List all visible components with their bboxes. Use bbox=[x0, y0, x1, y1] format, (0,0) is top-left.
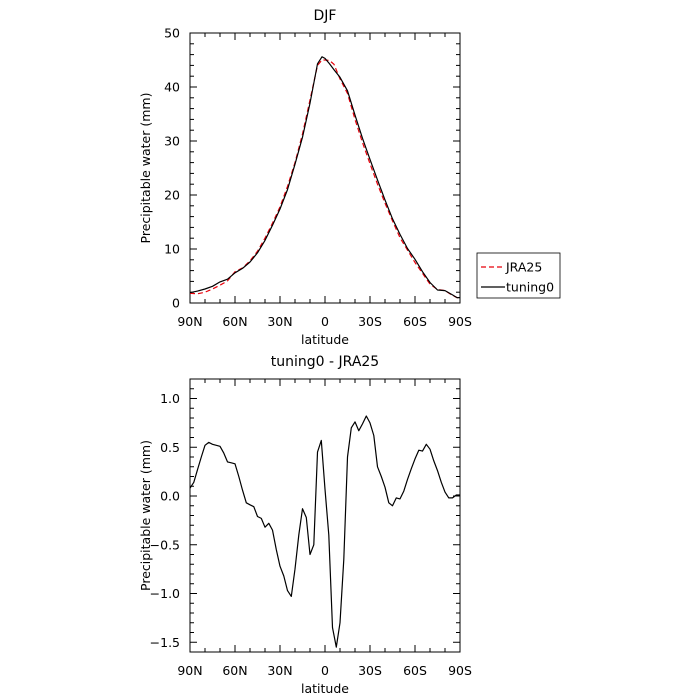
y-tick-label: 0.5 bbox=[160, 440, 180, 455]
y-tick-label: 40 bbox=[164, 80, 180, 95]
y-tick-label: −1.5 bbox=[150, 635, 180, 650]
legend-label-tuning0: tuning0 bbox=[506, 280, 554, 295]
y-tick-label: 30 bbox=[164, 134, 180, 149]
x-tick-label: 30S bbox=[358, 663, 382, 678]
series-line-jra25 bbox=[189, 59, 460, 299]
x-axis-label-1: latitude bbox=[301, 332, 349, 347]
x-tick-label: 30N bbox=[267, 314, 292, 329]
x-tick-label: 0 bbox=[321, 663, 329, 678]
y-axis-label-2: Precipitable water (mm) bbox=[138, 440, 153, 591]
y-tick-label: 1.0 bbox=[160, 391, 180, 406]
y-tick-label: 10 bbox=[164, 242, 180, 257]
x-tick-label: 90S bbox=[448, 314, 472, 329]
y-tick-label: −1.0 bbox=[150, 586, 180, 601]
plot-frame-2 bbox=[189, 378, 461, 653]
plot-frame-1 bbox=[189, 32, 461, 304]
y-tick-label: 0.0 bbox=[160, 489, 180, 504]
y-tick-label: −0.5 bbox=[150, 537, 180, 552]
x-tick-label: 60S bbox=[403, 663, 427, 678]
x-tick-label: 0 bbox=[321, 314, 329, 329]
series-line-tuning0 bbox=[189, 56, 460, 299]
y-tick-label: 50 bbox=[164, 26, 180, 41]
y-tick-label: 20 bbox=[164, 188, 180, 203]
x-tick-label: 90N bbox=[177, 314, 202, 329]
y-axis-label-1: Precipitable water (mm) bbox=[138, 93, 153, 244]
chart-title-2: tuning0 - JRA25 bbox=[271, 354, 379, 370]
x-tick-label: 90S bbox=[448, 663, 472, 678]
legend-box bbox=[476, 252, 561, 299]
x-tick-label: 60N bbox=[222, 314, 247, 329]
chart-title-1: DJF bbox=[314, 8, 337, 24]
y-tick-label: 0 bbox=[172, 296, 180, 311]
x-tick-label: 60S bbox=[403, 314, 427, 329]
x-axis-label-2: latitude bbox=[301, 681, 349, 696]
x-tick-label: 30S bbox=[358, 314, 382, 329]
series-line-difference bbox=[189, 415, 460, 648]
legend-label-jra25: JRA25 bbox=[505, 260, 542, 275]
x-tick-label: 90N bbox=[177, 663, 202, 678]
x-tick-label: 60N bbox=[222, 663, 247, 678]
x-tick-label: 30N bbox=[267, 663, 292, 678]
